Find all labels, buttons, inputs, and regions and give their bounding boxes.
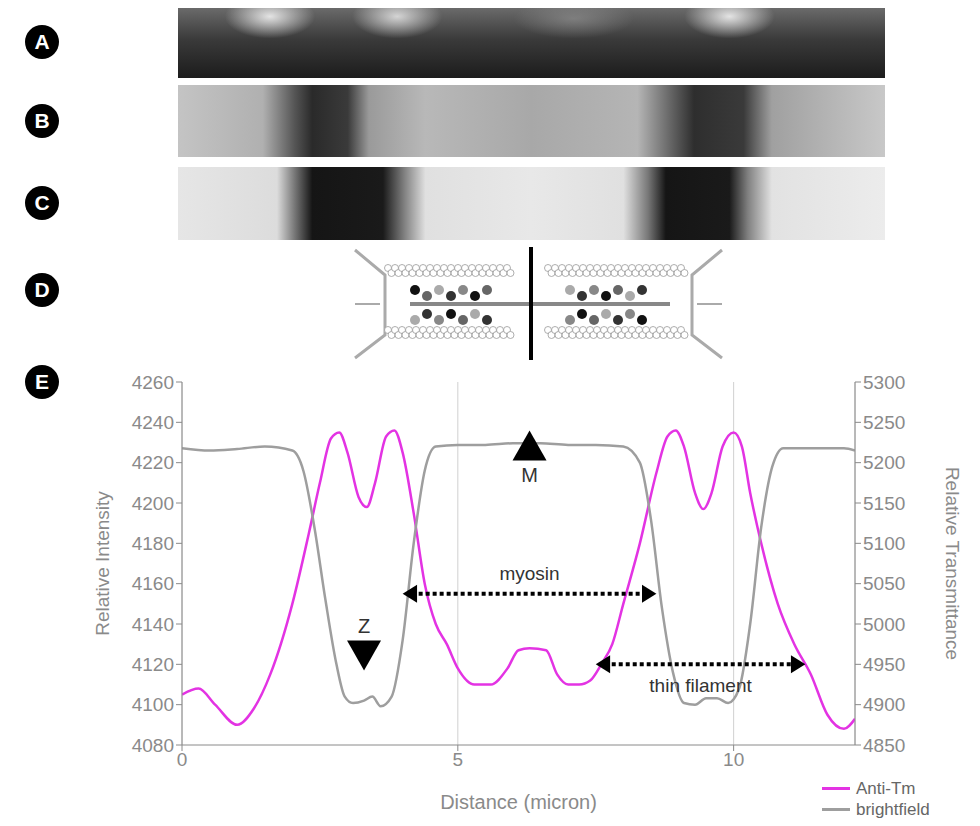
svg-text:myosin: myosin — [499, 563, 559, 584]
html-text:D: D — [34, 278, 50, 301]
svg-text:5100: 5100 — [863, 533, 905, 554]
html-text:E: E — [35, 370, 49, 393]
svg-text:M: M — [521, 464, 538, 486]
html-text:A: A — [34, 30, 50, 53]
svg-text:Relative Transmittance: Relative Transmittance — [942, 467, 963, 660]
svg-text:Distance (micron): Distance (micron) — [440, 791, 597, 813]
svg-text:4160: 4160 — [132, 573, 174, 594]
svg-text:5250: 5250 — [863, 412, 905, 433]
svg-text:4100: 4100 — [132, 694, 174, 715]
svg-text:4120: 4120 — [132, 654, 174, 675]
svg-text:4080: 4080 — [132, 735, 174, 756]
svg-text:4200: 4200 — [132, 493, 174, 514]
svg-text:4260: 4260 — [132, 372, 174, 393]
svg-text:10: 10 — [723, 749, 744, 770]
svg-text:5050: 5050 — [863, 573, 905, 594]
html-text:C: C — [34, 191, 50, 214]
svg-text:0: 0 — [177, 749, 188, 770]
svg-text:5300: 5300 — [863, 372, 905, 393]
svg-text:thin filament: thin filament — [649, 675, 752, 696]
svg-text:4850: 4850 — [863, 735, 905, 756]
svg-text:4180: 4180 — [132, 533, 174, 554]
svg-text:4140: 4140 — [132, 614, 174, 635]
svg-text:4900: 4900 — [863, 694, 905, 715]
svg-text:Relative Intensity: Relative Intensity — [92, 491, 113, 636]
svg-text:5200: 5200 — [863, 452, 905, 473]
svg-text:4220: 4220 — [132, 452, 174, 473]
html-text:B: B — [34, 109, 50, 132]
svg-text:5000: 5000 — [863, 614, 905, 635]
svg-text:4950: 4950 — [863, 654, 905, 675]
html-text:brightfield: brightfield — [856, 799, 930, 819]
svg-text:5150: 5150 — [863, 493, 905, 514]
svg-text:5: 5 — [453, 749, 464, 770]
html-text:Anti-Tm: Anti-Tm — [856, 778, 916, 798]
svg-text:4240: 4240 — [132, 412, 174, 433]
svg-text:Z: Z — [358, 615, 370, 637]
